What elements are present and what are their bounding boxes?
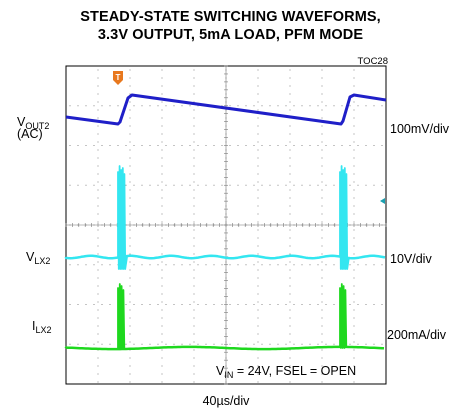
trace-vlx2-burst	[339, 165, 350, 270]
scale-label-vlx2: 10V/div	[390, 252, 432, 266]
scale-label-ilx2: 200mA/div	[387, 328, 447, 342]
scale-label-vout2: 100mV/div	[390, 122, 450, 136]
x-division-label: 40µs/div	[203, 394, 251, 408]
condition-annotation: VIN = 24V, FSEL = OPEN	[216, 364, 356, 380]
trace-ilx2	[64, 345, 385, 351]
series-label-vlx2: VLX2	[26, 250, 50, 266]
toc-label: TOC28	[357, 56, 388, 67]
trigger-marker: T	[113, 71, 123, 85]
trace-vout2	[65, 93, 387, 126]
series-label-vout2: VOUT2	[17, 115, 49, 131]
series-label-ilx2: ILX2	[32, 319, 52, 335]
trace-vlx2	[64, 254, 386, 260]
trace-vlx2-burst	[117, 165, 128, 270]
title-line-1: STEADY-STATE SWITCHING WAVEFORMS,	[80, 9, 381, 25]
trace-ilx2-pulse	[117, 283, 126, 349]
series-label-vout2-ac: (AC)	[17, 127, 43, 141]
traces	[64, 93, 387, 351]
trace-ilx2-pulse	[339, 283, 348, 349]
title-line-2: 3.3V OUTPUT, 5mA LOAD, PFM MODE	[97, 27, 364, 43]
trigger-marker-text: T	[116, 73, 121, 82]
channel-offset-arrow	[380, 198, 385, 204]
chart-title: STEADY-STATE SWITCHING WAVEFORMS, 3.3V O…	[0, 8, 461, 44]
grid	[65, 65, 387, 385]
